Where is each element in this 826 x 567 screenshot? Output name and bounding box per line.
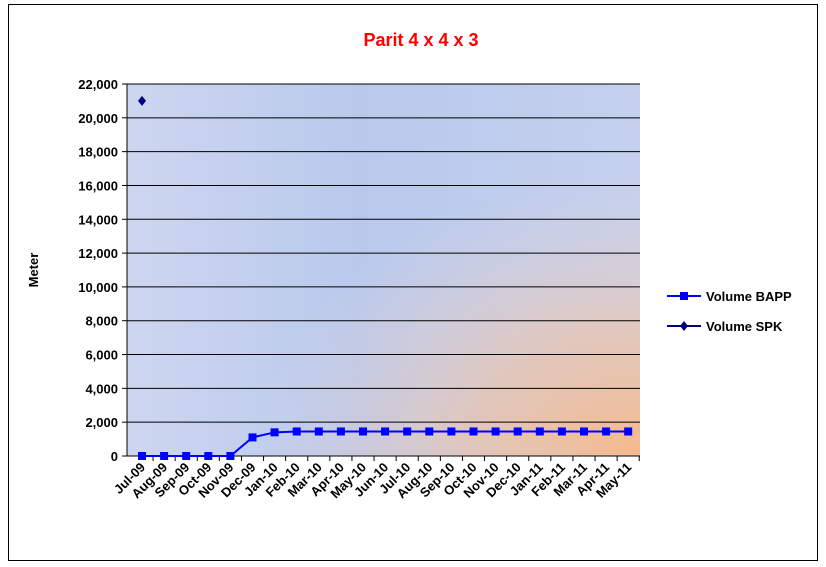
- data-point-square: [624, 427, 633, 436]
- y-axis-ticks: 0 2,000 4,000 6,000 8,000 10,000 12,000 14,000 1…: [78, 77, 127, 464]
- legend-label: Volume BAPP: [706, 289, 792, 304]
- data-point-square: [602, 427, 611, 436]
- plot-area-warm-glow: [127, 84, 640, 456]
- data-point-square: [248, 433, 257, 442]
- data-point-square: [403, 427, 412, 436]
- data-point-square: [314, 427, 323, 436]
- y-tick-label: 12,000: [78, 246, 118, 261]
- data-point-square: [425, 427, 434, 436]
- x-axis-ticks: Jul-09Aug-09Sep-09Oct-09Nov-09Dec-09Jan-…: [111, 456, 640, 501]
- y-tick-label: 20,000: [78, 111, 118, 126]
- chart-frame: Parit 4 x 4 x 3 Meter 0 2,000 4,000 6,000 8,…: [8, 4, 818, 561]
- data-point-square: [204, 452, 213, 460]
- legend: Volume BAPP Volume SPK: [667, 289, 792, 334]
- data-point-square: [447, 427, 456, 436]
- data-point-square: [336, 427, 345, 436]
- chart-title: Parit 4 x 4 x 3: [363, 30, 478, 50]
- gridlines: [127, 83, 640, 423]
- data-point-square: [381, 427, 390, 436]
- data-point-square: [535, 427, 544, 436]
- data-point-square: [469, 427, 478, 436]
- data-point-square: [138, 452, 146, 460]
- legend-marker: [680, 321, 688, 331]
- data-point-square: [270, 428, 279, 437]
- data-point-diamond: [138, 95, 146, 106]
- y-axis-label: Meter: [26, 253, 41, 288]
- y-tick-label: 6,000: [85, 348, 118, 363]
- data-point-square: [226, 452, 235, 460]
- data-point-square: [580, 427, 588, 436]
- data-point-square: [491, 427, 500, 436]
- series-group: [138, 95, 633, 460]
- y-tick-label: 4,000: [85, 381, 118, 396]
- data-point-square: [182, 452, 191, 460]
- y-tick-label: 2,000: [85, 415, 118, 430]
- y-tick-label: 10,000: [78, 280, 118, 295]
- y-tick-label: 18,000: [78, 145, 118, 160]
- data-point-square: [160, 452, 169, 460]
- legend-marker: [680, 292, 688, 300]
- y-tick-label: 16,000: [78, 178, 118, 193]
- y-tick-label: 0: [111, 449, 118, 464]
- data-point-square: [292, 427, 301, 436]
- y-tick-label: 22,000: [78, 77, 118, 92]
- data-point-square: [557, 427, 566, 436]
- data-point-square: [513, 427, 522, 436]
- data-point-square: [359, 427, 367, 436]
- y-tick-label: 14,000: [78, 212, 118, 227]
- y-tick-label: 8,000: [85, 314, 118, 329]
- line-chart: Parit 4 x 4 x 3 Meter 0 2,000 4,000 6,000 8,…: [26, 30, 792, 501]
- legend-label: Volume SPK: [706, 319, 783, 334]
